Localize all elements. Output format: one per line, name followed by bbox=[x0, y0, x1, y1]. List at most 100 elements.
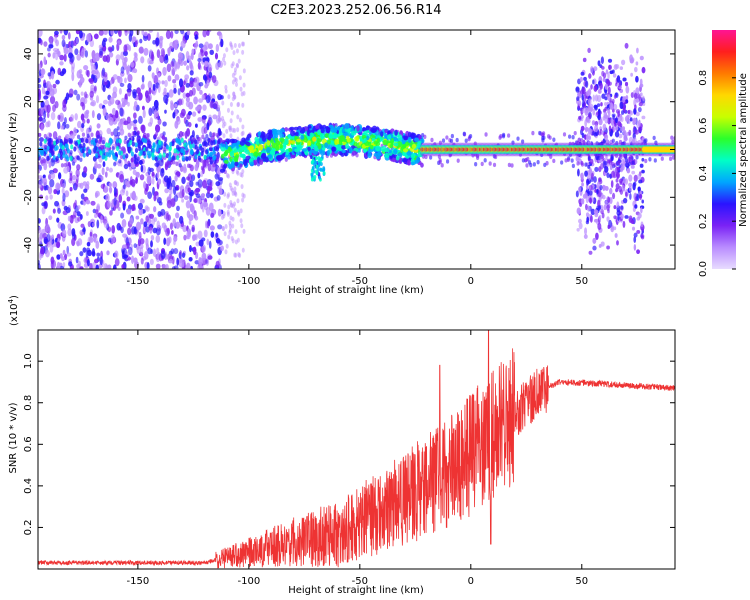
spectrogram-cell bbox=[89, 235, 93, 241]
spectrogram-cell bbox=[124, 93, 128, 101]
spectrogram-cell bbox=[614, 131, 620, 138]
spectrogram-cell bbox=[604, 186, 609, 191]
spectrogram-cell bbox=[40, 159, 44, 164]
spectrogram-cell bbox=[173, 148, 177, 154]
spectrogram-cell bbox=[584, 126, 588, 133]
spectrogram-cell bbox=[179, 215, 184, 224]
spectrogram-cell bbox=[406, 150, 412, 156]
spectrogram-cell bbox=[607, 86, 611, 95]
spectrogram-cell bbox=[597, 155, 601, 161]
spectrogram-cell bbox=[577, 153, 582, 157]
spectrogram-cell bbox=[165, 30, 171, 40]
colorbar-label: Normalized spectral amplitude bbox=[738, 73, 749, 227]
spectrogram-cell bbox=[642, 95, 645, 102]
spectrogram-cell bbox=[132, 88, 137, 96]
spectrogram-cell bbox=[449, 138, 454, 144]
spectrogram-cell bbox=[47, 72, 52, 77]
spectrogram-heatmap bbox=[38, 30, 675, 269]
spectrogram-cell bbox=[123, 44, 128, 53]
spectrogram-cell bbox=[155, 226, 161, 236]
spectrogram-cell bbox=[175, 212, 180, 219]
spectrogram-cell bbox=[57, 172, 62, 180]
spectrogram-cell bbox=[240, 91, 244, 97]
spectrogram-cell bbox=[197, 57, 202, 63]
spectrogram-cell bbox=[236, 237, 240, 243]
spectrogram-cell bbox=[156, 143, 160, 149]
spectrogram-cell bbox=[251, 156, 257, 161]
spectrogram-cell bbox=[175, 161, 179, 166]
spectrogram-cell bbox=[100, 175, 104, 181]
spectrogram-cell bbox=[282, 144, 287, 150]
spectrogram-cell bbox=[370, 128, 377, 134]
spectrogram-cell bbox=[102, 84, 106, 93]
spectrogram-cell bbox=[107, 226, 112, 233]
spectrogram-cell bbox=[75, 37, 79, 44]
spectrogram-cell bbox=[49, 95, 56, 105]
spectrogram-cell bbox=[279, 133, 285, 139]
spectrogram-cell bbox=[300, 135, 305, 140]
spectrogram-cell bbox=[197, 117, 203, 122]
spectrogram-cell bbox=[150, 234, 155, 241]
spectrogram-cell bbox=[108, 167, 113, 173]
spectrogram-cell bbox=[224, 249, 228, 255]
spectrogram-cell bbox=[103, 71, 108, 78]
spectrogram-cell bbox=[99, 150, 103, 156]
spectrogram-cell bbox=[133, 153, 137, 159]
spectrogram-cell bbox=[209, 151, 213, 158]
spectrogram-cell bbox=[384, 128, 388, 134]
spectrogram-cell bbox=[66, 156, 70, 162]
spectrogram-cell bbox=[420, 162, 424, 168]
spectrogram-cell bbox=[371, 137, 376, 142]
spectrogram-cell bbox=[310, 160, 314, 165]
spectrogram-cell bbox=[46, 155, 50, 161]
spectrogram-cell bbox=[213, 100, 219, 110]
spectrogram-cell bbox=[80, 101, 85, 107]
spectrogram-cell bbox=[402, 151, 407, 157]
spectrogram-cell bbox=[164, 182, 168, 187]
spectrogram-cell bbox=[80, 49, 85, 59]
spectrogram-cell bbox=[390, 137, 395, 144]
spectrogram-cell bbox=[174, 30, 179, 35]
spectrogram-cell bbox=[617, 111, 620, 118]
spectrogram-cell bbox=[607, 196, 611, 203]
spectrogram-cell bbox=[189, 193, 193, 203]
spectrogram-cell bbox=[152, 142, 156, 148]
spectrogram-cell bbox=[80, 113, 85, 121]
spectrogram-cell bbox=[580, 138, 584, 143]
spectrogram-cell bbox=[188, 256, 193, 262]
spectrogram-cell bbox=[43, 95, 49, 100]
x-tick-label: -150 bbox=[127, 576, 150, 587]
spectrogram-cell bbox=[130, 158, 134, 163]
spectrogram-cell bbox=[163, 55, 169, 64]
spectrogram-cell bbox=[234, 154, 239, 161]
spectrogram-cell bbox=[118, 30, 122, 37]
spectrogram-cell bbox=[598, 109, 601, 116]
colorbar-tick-label: 0.6 bbox=[698, 118, 709, 134]
spectrogram-cell bbox=[241, 49, 245, 55]
spectrogram-cell bbox=[38, 175, 43, 180]
spectrogram-cell bbox=[309, 155, 313, 160]
spectrogram-cell bbox=[618, 139, 623, 145]
spectrogram-cell bbox=[237, 58, 241, 64]
spectrogram-cell bbox=[618, 133, 623, 139]
spectrogram-cell bbox=[628, 136, 634, 144]
spectrogram-cell bbox=[169, 41, 175, 49]
spectrogram-cell bbox=[410, 161, 415, 166]
spectrogram-cell bbox=[228, 227, 232, 233]
spectrogram-cell bbox=[229, 118, 233, 124]
spectrogram-cell bbox=[185, 96, 190, 103]
spectrogram-cell bbox=[180, 40, 186, 49]
spectrogram-cell bbox=[216, 195, 221, 201]
spectrogram-cell bbox=[96, 134, 100, 139]
spectrogram-cell bbox=[71, 237, 76, 247]
y-tick-label: 0.2 bbox=[23, 519, 34, 535]
spectrogram-cell bbox=[218, 187, 223, 196]
spectrogram-cell bbox=[112, 74, 118, 80]
spectrogram-cell bbox=[620, 127, 625, 132]
spectrogram-cell bbox=[626, 114, 630, 119]
spectrogram-cell bbox=[341, 149, 346, 154]
spectrogram-cell bbox=[596, 103, 601, 107]
spectrogram-cell bbox=[38, 169, 41, 174]
spectrogram-cell bbox=[210, 212, 215, 218]
spectrogram-cell bbox=[608, 81, 612, 86]
